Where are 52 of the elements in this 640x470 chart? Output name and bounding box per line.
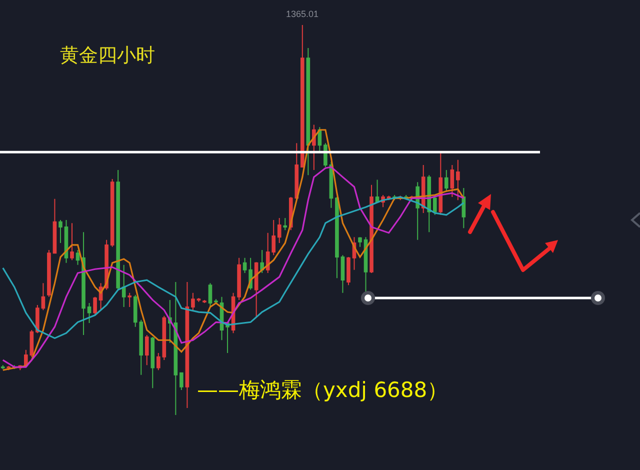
candlestick <box>196 297 201 302</box>
candlestick <box>277 218 282 244</box>
candlestick <box>444 170 448 192</box>
candlestick <box>358 236 362 248</box>
candlestick <box>144 334 149 366</box>
candlestick <box>432 194 437 216</box>
candlestick <box>128 292 132 308</box>
candlestick <box>450 164 454 198</box>
candlestick <box>208 282 212 307</box>
candlestick <box>58 219 62 244</box>
candlestick <box>52 198 57 254</box>
candlestick <box>462 188 466 229</box>
candlestick <box>438 152 443 216</box>
candlestick <box>260 250 264 274</box>
candlestick <box>340 254 345 294</box>
candlestick <box>0 364 5 370</box>
candlestick <box>456 159 460 201</box>
candlestick <box>191 292 195 311</box>
candlestick <box>36 304 40 334</box>
candlestick <box>300 24 304 168</box>
candlestick <box>254 262 258 318</box>
candlestick <box>122 264 126 308</box>
candlestick <box>24 349 28 368</box>
candlestick <box>375 179 380 203</box>
candlestick <box>156 352 160 371</box>
candlestick <box>364 236 368 294</box>
candlestick <box>64 219 68 264</box>
candlestick <box>427 174 432 233</box>
annotation: 1365.01 <box>286 9 319 19</box>
candlestick <box>214 298 218 304</box>
candlestick <box>180 372 184 391</box>
candlestick <box>47 250 51 298</box>
candlestick <box>150 336 155 389</box>
candlestick <box>76 250 80 266</box>
candlestick <box>335 196 339 279</box>
candlestick <box>87 302 92 324</box>
text: 黄金四小时 <box>60 44 155 67</box>
candlestick <box>93 296 97 316</box>
candlestick <box>116 170 120 290</box>
annotation: ——梅鸿霖（yxdj 6688） <box>197 378 448 402</box>
candlestick <box>41 282 46 311</box>
candlestick <box>283 218 288 231</box>
candlestick <box>30 329 34 358</box>
candlestick <box>306 47 310 176</box>
candlestick <box>174 282 178 416</box>
candlestick <box>237 257 241 300</box>
candlestick <box>202 299 206 304</box>
candlestick <box>346 256 350 286</box>
candlestick <box>242 257 247 274</box>
candlestick <box>110 178 114 248</box>
candlestick <box>185 282 190 408</box>
candlestick <box>70 222 74 261</box>
